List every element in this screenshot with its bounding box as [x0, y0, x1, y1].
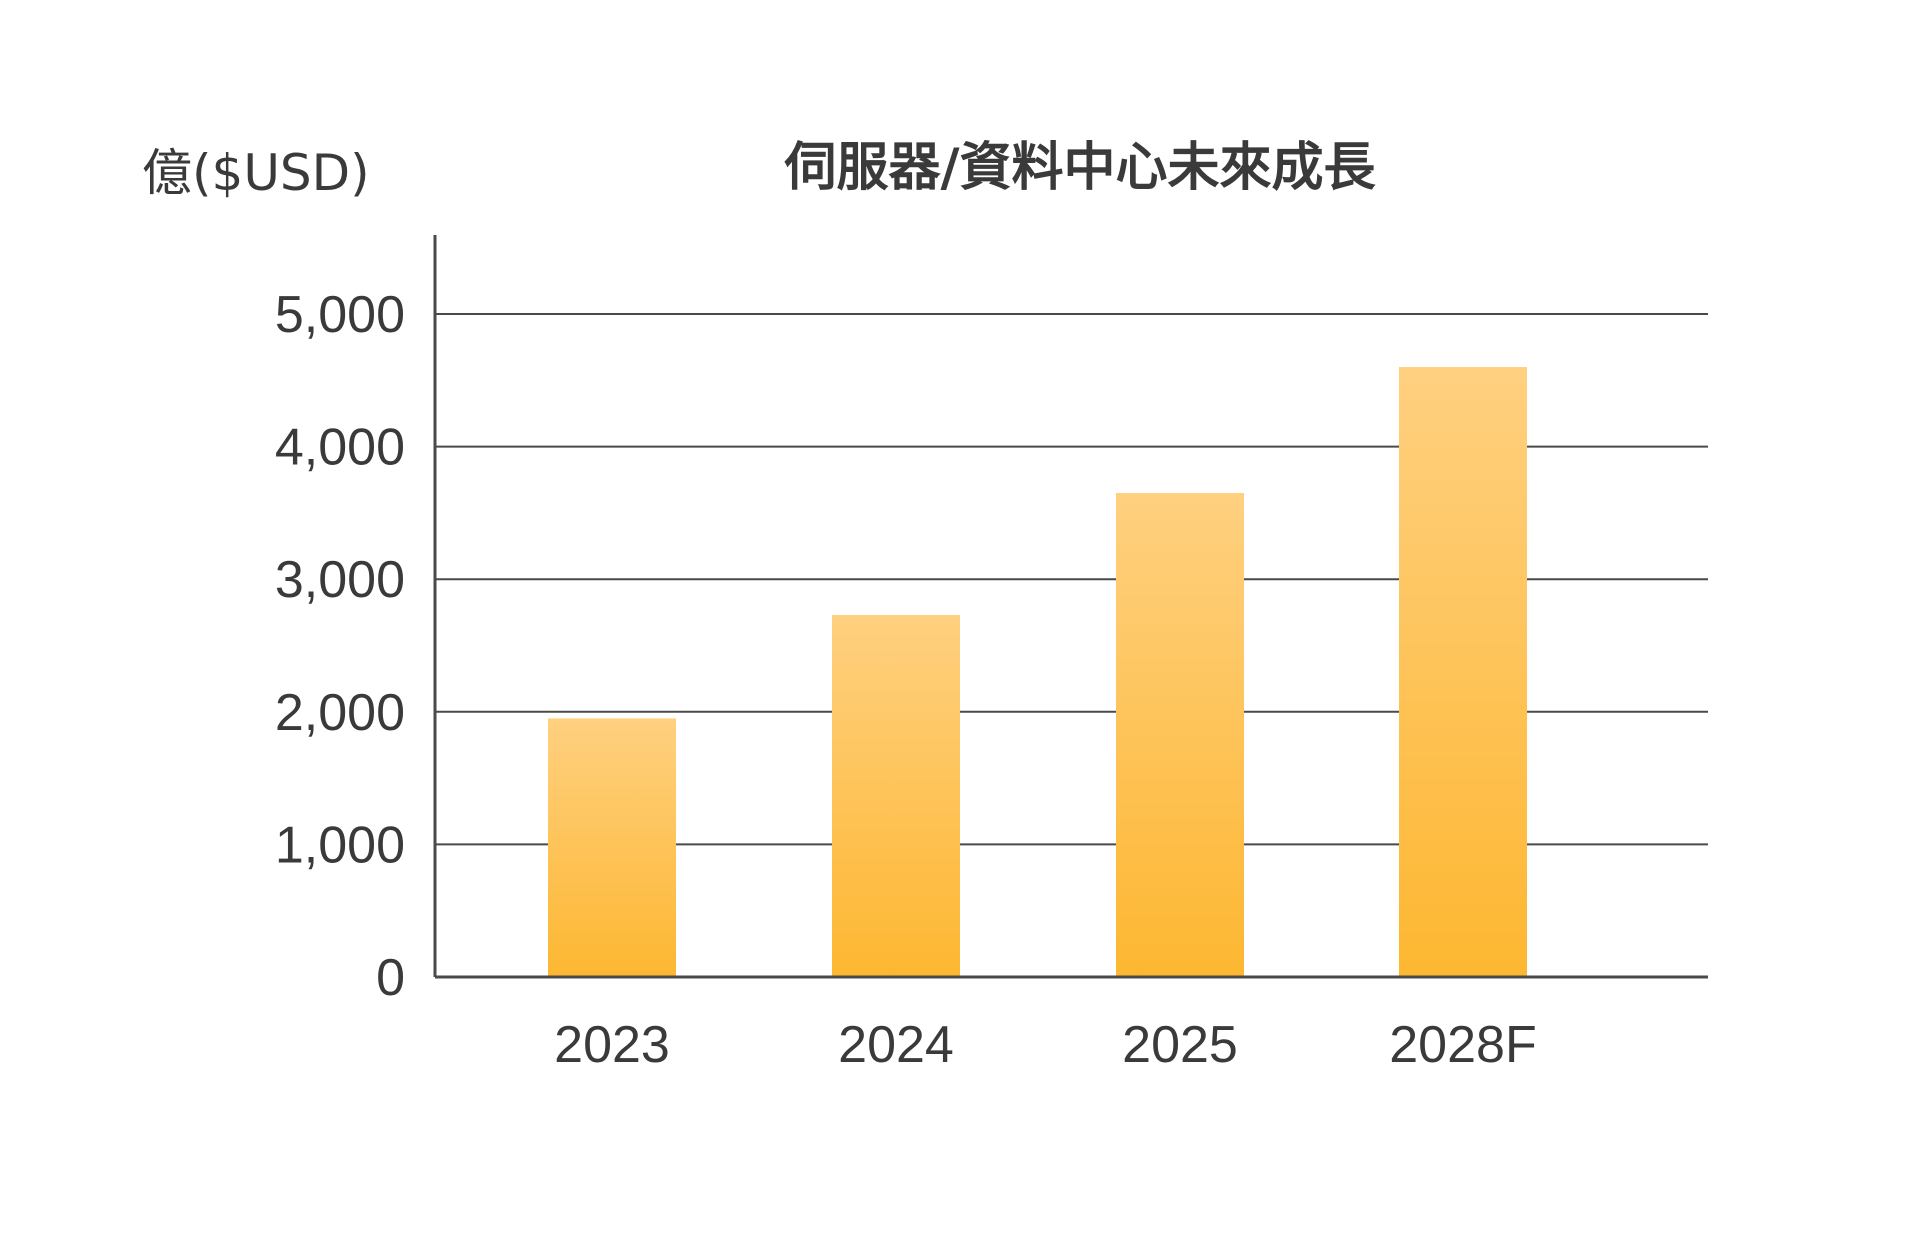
y-tick-label: 5,000: [275, 286, 405, 344]
chart-title: 伺服器/資料中心未來成長: [784, 138, 1377, 198]
x-tick-label: 2025: [1122, 1016, 1238, 1074]
y-tick-label: 4,000: [275, 419, 405, 477]
bar-2023: [548, 718, 676, 977]
y-tick-label: 0: [376, 949, 405, 1007]
axes: [433, 235, 1708, 979]
bar-2028F: [1399, 367, 1527, 977]
y-tick-labels: 0 1,000 2,000 3,000 4,000 5,000: [275, 286, 405, 1007]
x-tick-label: 2023: [554, 1016, 670, 1074]
x-tick-label: 2024: [838, 1016, 954, 1074]
bar-2025: [1116, 493, 1244, 977]
y-tick-label: 1,000: [275, 816, 405, 874]
x-tick-label: 2028F: [1389, 1016, 1536, 1074]
y-axis-label: 億($USD): [142, 144, 370, 202]
bars: [548, 367, 1527, 977]
y-tick-label: 3,000: [275, 551, 405, 609]
x-tick-labels: 2023 2024 2025 2028F: [554, 1016, 1537, 1074]
y-tick-label: 2,000: [275, 684, 405, 742]
bar-2024: [832, 615, 960, 977]
